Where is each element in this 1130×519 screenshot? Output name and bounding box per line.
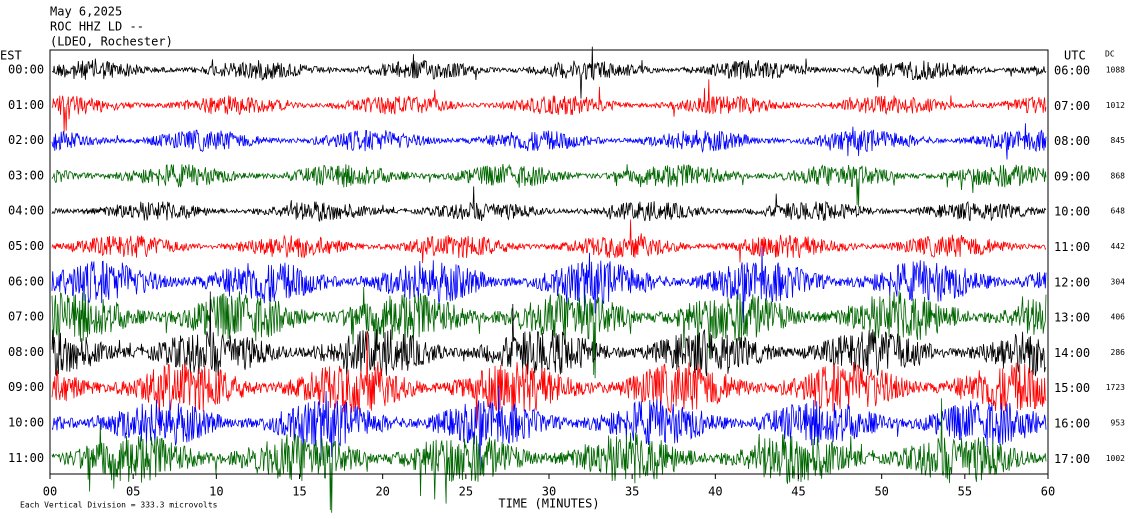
est-label: 05:00 xyxy=(8,239,44,253)
utc-label: 08:00 xyxy=(1054,134,1090,148)
station: ROC HHZ LD -- xyxy=(50,20,144,34)
plot-frame xyxy=(49,49,1049,475)
trace xyxy=(51,46,1047,99)
est-label: 07:00 xyxy=(8,310,44,324)
utc-label: 14:00 xyxy=(1054,346,1090,360)
est-label: 04:00 xyxy=(8,204,44,218)
dc-value: 1088 xyxy=(1106,66,1125,75)
x-tick-label: 20 xyxy=(375,485,389,499)
utc-label: 07:00 xyxy=(1054,99,1090,113)
trace xyxy=(51,123,1047,160)
utc-label: 16:00 xyxy=(1054,417,1090,431)
utc-label: 13:00 xyxy=(1054,311,1090,325)
utc-label: 09:00 xyxy=(1054,169,1090,183)
dc-value: 442 xyxy=(1111,242,1126,251)
est-label: 10:00 xyxy=(8,416,44,430)
x-tick-label: 40 xyxy=(708,485,722,499)
dc-value: 953 xyxy=(1111,419,1126,428)
x-tick-label: 60 xyxy=(1041,485,1055,499)
est-label: 03:00 xyxy=(8,168,44,182)
trace xyxy=(51,79,1047,133)
dc-value: 406 xyxy=(1111,313,1126,322)
x-axis-title: TIME (MINUTES) xyxy=(498,497,599,511)
footer: Each Vertical Division = 333.3 microvolt… xyxy=(20,501,218,510)
x-tick-label: 35 xyxy=(625,485,639,499)
est-title: EST xyxy=(0,49,22,63)
date: May 6,2025 xyxy=(50,5,122,19)
trace xyxy=(51,291,1047,377)
utc-label: 15:00 xyxy=(1054,381,1090,395)
x-tick-label: 05 xyxy=(126,485,140,499)
trace xyxy=(51,398,1047,513)
x-tick-label: 30 xyxy=(542,485,556,499)
dc-title: DC xyxy=(1105,50,1115,59)
location: (LDEO, Rochester) xyxy=(50,35,173,49)
est-label: 09:00 xyxy=(8,380,44,394)
x-tick-label: 25 xyxy=(459,485,473,499)
trace xyxy=(51,219,1047,264)
x-tick-label: 10 xyxy=(209,485,223,499)
dc-value: 1723 xyxy=(1106,383,1125,392)
utc-label: 11:00 xyxy=(1054,240,1090,254)
utc-label: 12:00 xyxy=(1054,275,1090,289)
dc-value: 868 xyxy=(1111,171,1126,180)
dc-value: 304 xyxy=(1111,277,1126,286)
dc-value: 286 xyxy=(1111,348,1126,357)
dc-value: 648 xyxy=(1111,207,1126,216)
trace xyxy=(51,331,1047,429)
dc-value: 1002 xyxy=(1106,454,1125,463)
x-tick-label: 15 xyxy=(292,485,306,499)
est-label: 08:00 xyxy=(8,345,44,359)
x-tick-label: 55 xyxy=(958,485,972,499)
utc-label: 06:00 xyxy=(1054,64,1090,78)
trace xyxy=(51,163,1047,207)
est-label: 11:00 xyxy=(8,451,44,465)
trace xyxy=(51,246,1047,323)
trace xyxy=(51,186,1047,223)
utc-label: 17:00 xyxy=(1054,452,1090,466)
traces xyxy=(51,46,1047,513)
trace xyxy=(51,385,1047,471)
x-tick-label: 45 xyxy=(791,485,805,499)
utc-title: UTC xyxy=(1064,49,1086,63)
dc-value: 1012 xyxy=(1106,101,1125,110)
est-label: 02:00 xyxy=(8,133,44,147)
est-label: 00:00 xyxy=(8,63,44,77)
est-label: 01:00 xyxy=(8,98,44,112)
est-label: 06:00 xyxy=(8,274,44,288)
x-tick-label: 50 xyxy=(874,485,888,499)
x-tick-label: 00 xyxy=(43,485,57,499)
trace xyxy=(51,286,1047,379)
dc-value: 845 xyxy=(1111,136,1126,145)
utc-label: 10:00 xyxy=(1054,205,1090,219)
